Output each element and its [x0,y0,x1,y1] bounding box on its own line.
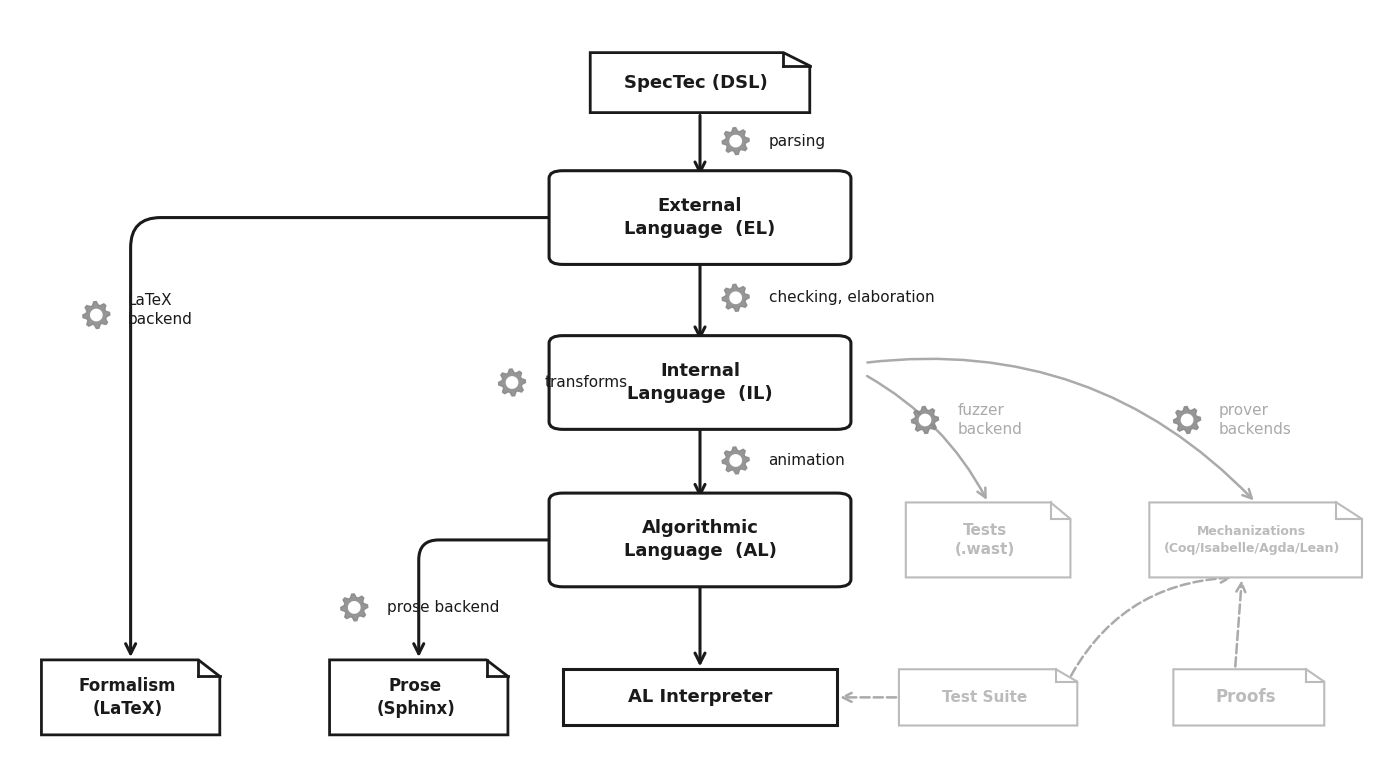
FancyBboxPatch shape [549,336,851,429]
Polygon shape [1182,415,1193,425]
Polygon shape [906,503,1071,578]
Text: Internal
Language  (IL): Internal Language (IL) [627,362,773,403]
Text: Mechanizations
(Coq/Isabelle/Agda/Lean): Mechanizations (Coq/Isabelle/Agda/Lean) [1163,526,1340,555]
Text: Test Suite: Test Suite [942,690,1028,705]
Polygon shape [83,301,109,328]
Polygon shape [340,594,368,621]
Text: prose backend: prose backend [388,600,500,615]
Polygon shape [722,447,749,474]
Polygon shape [498,369,525,396]
Text: External
Language  (EL): External Language (EL) [624,197,776,238]
Polygon shape [507,377,518,388]
Polygon shape [329,660,508,735]
Polygon shape [349,602,360,613]
Polygon shape [722,285,749,311]
Text: fuzzer
backend: fuzzer backend [958,403,1023,437]
Text: prover
backends: prover backends [1218,403,1291,437]
Polygon shape [722,128,749,155]
Bar [563,669,837,725]
Text: Formalism
(LaTeX): Formalism (LaTeX) [78,677,176,718]
Polygon shape [729,292,742,304]
Polygon shape [1149,503,1362,578]
Polygon shape [42,660,220,735]
Text: Algorithmic
Language  (AL): Algorithmic Language (AL) [623,519,777,561]
Text: parsing: parsing [769,134,826,148]
FancyBboxPatch shape [549,493,851,587]
Text: Prose
(Sphinx): Prose (Sphinx) [377,677,455,718]
Polygon shape [911,406,938,434]
Text: LaTeX
backend: LaTeX backend [127,293,193,327]
Polygon shape [920,415,931,425]
Polygon shape [729,455,742,466]
FancyBboxPatch shape [549,171,851,265]
Polygon shape [91,309,102,321]
Text: checking, elaboration: checking, elaboration [769,290,934,305]
Text: Tests
(.wast): Tests (.wast) [955,522,1015,557]
Polygon shape [729,135,742,147]
Text: SpecTec (DSL): SpecTec (DSL) [624,73,769,92]
Polygon shape [1173,669,1324,725]
Text: animation: animation [769,453,846,468]
Text: Proofs: Proofs [1215,688,1277,706]
Text: AL Interpreter: AL Interpreter [627,688,773,706]
Polygon shape [899,669,1078,725]
Polygon shape [1173,406,1201,434]
Text: transforms: transforms [545,375,629,390]
Polygon shape [591,53,809,112]
